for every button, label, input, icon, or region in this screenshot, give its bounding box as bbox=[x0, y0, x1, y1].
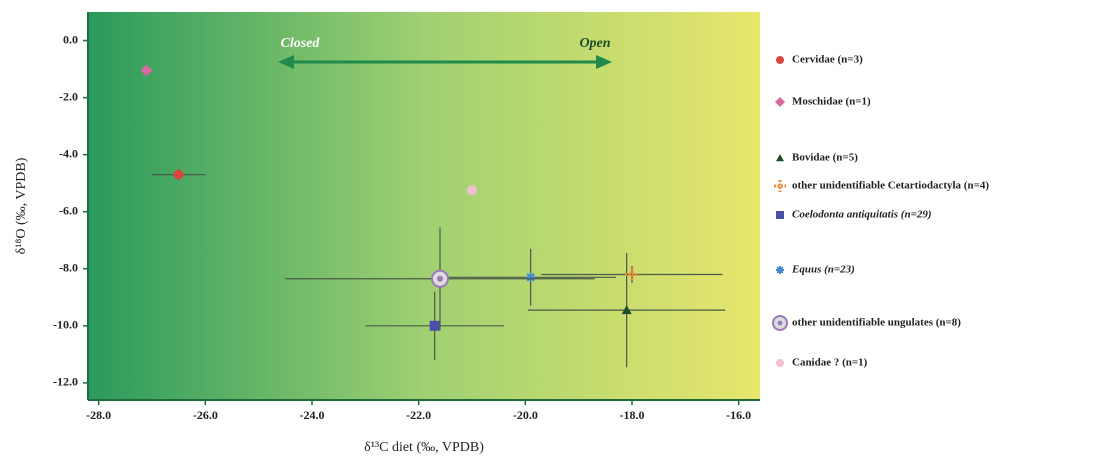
legend-marker bbox=[776, 154, 784, 161]
annotation: Open bbox=[579, 36, 610, 51]
legend-label: Equus (n=23) bbox=[791, 264, 855, 276]
legend-label: Cervidae (n=3) bbox=[792, 54, 863, 66]
point bbox=[467, 185, 477, 195]
legend-marker bbox=[775, 97, 785, 107]
y-tick-label: -2.0 bbox=[59, 89, 78, 103]
x-tick-label: -28.0 bbox=[86, 408, 111, 422]
y-tick-label: 0.0 bbox=[63, 32, 78, 46]
legend-marker bbox=[776, 266, 784, 274]
x-tick-label: -24.0 bbox=[300, 408, 325, 422]
y-tick-label: -8.0 bbox=[59, 261, 78, 275]
legend-label: other unidentifiable Cetartiodactyla (n=… bbox=[792, 180, 989, 192]
legend-marker bbox=[776, 359, 784, 367]
point bbox=[526, 272, 536, 282]
x-tick-label: -22.0 bbox=[406, 408, 431, 422]
point bbox=[174, 170, 184, 180]
x-tick-label: -26.0 bbox=[193, 408, 218, 422]
legend-label: Canidae ? (n=1) bbox=[792, 357, 868, 369]
y-tick-label: -6.0 bbox=[59, 203, 78, 217]
x-axis-label: δ¹³C diet (‰, VPDB) bbox=[364, 440, 484, 455]
y-tick-label: -10.0 bbox=[53, 318, 78, 332]
legend-label: other unidentifiable ungulates (n=8) bbox=[792, 317, 961, 329]
point bbox=[430, 321, 440, 331]
point bbox=[437, 276, 443, 282]
legend-label: Bovidae (n=5) bbox=[792, 152, 858, 164]
y-tick-label: -4.0 bbox=[59, 146, 78, 160]
x-tick-label: -18.0 bbox=[620, 408, 645, 422]
legend-label: Coelodonta antiquitatis (n=29) bbox=[792, 209, 932, 221]
legend-marker bbox=[776, 211, 784, 219]
chart: Closed Open δ¹³C diet (‰, VPDB) δ¹⁸O (‰,… bbox=[0, 0, 1102, 461]
x-tick-label: -20.0 bbox=[513, 408, 538, 422]
legend-marker bbox=[774, 180, 786, 192]
x-tick-label: -16.0 bbox=[726, 408, 751, 422]
y-axis-label: δ¹⁸O (‰, VPDB) bbox=[14, 157, 29, 254]
plot-background bbox=[88, 12, 760, 400]
legend-marker bbox=[778, 321, 783, 326]
legend-marker bbox=[776, 56, 784, 64]
y-tick-label: -12.0 bbox=[53, 375, 78, 389]
legend-label: Moschidae (n=1) bbox=[792, 96, 871, 108]
annotation: Closed bbox=[281, 36, 321, 51]
